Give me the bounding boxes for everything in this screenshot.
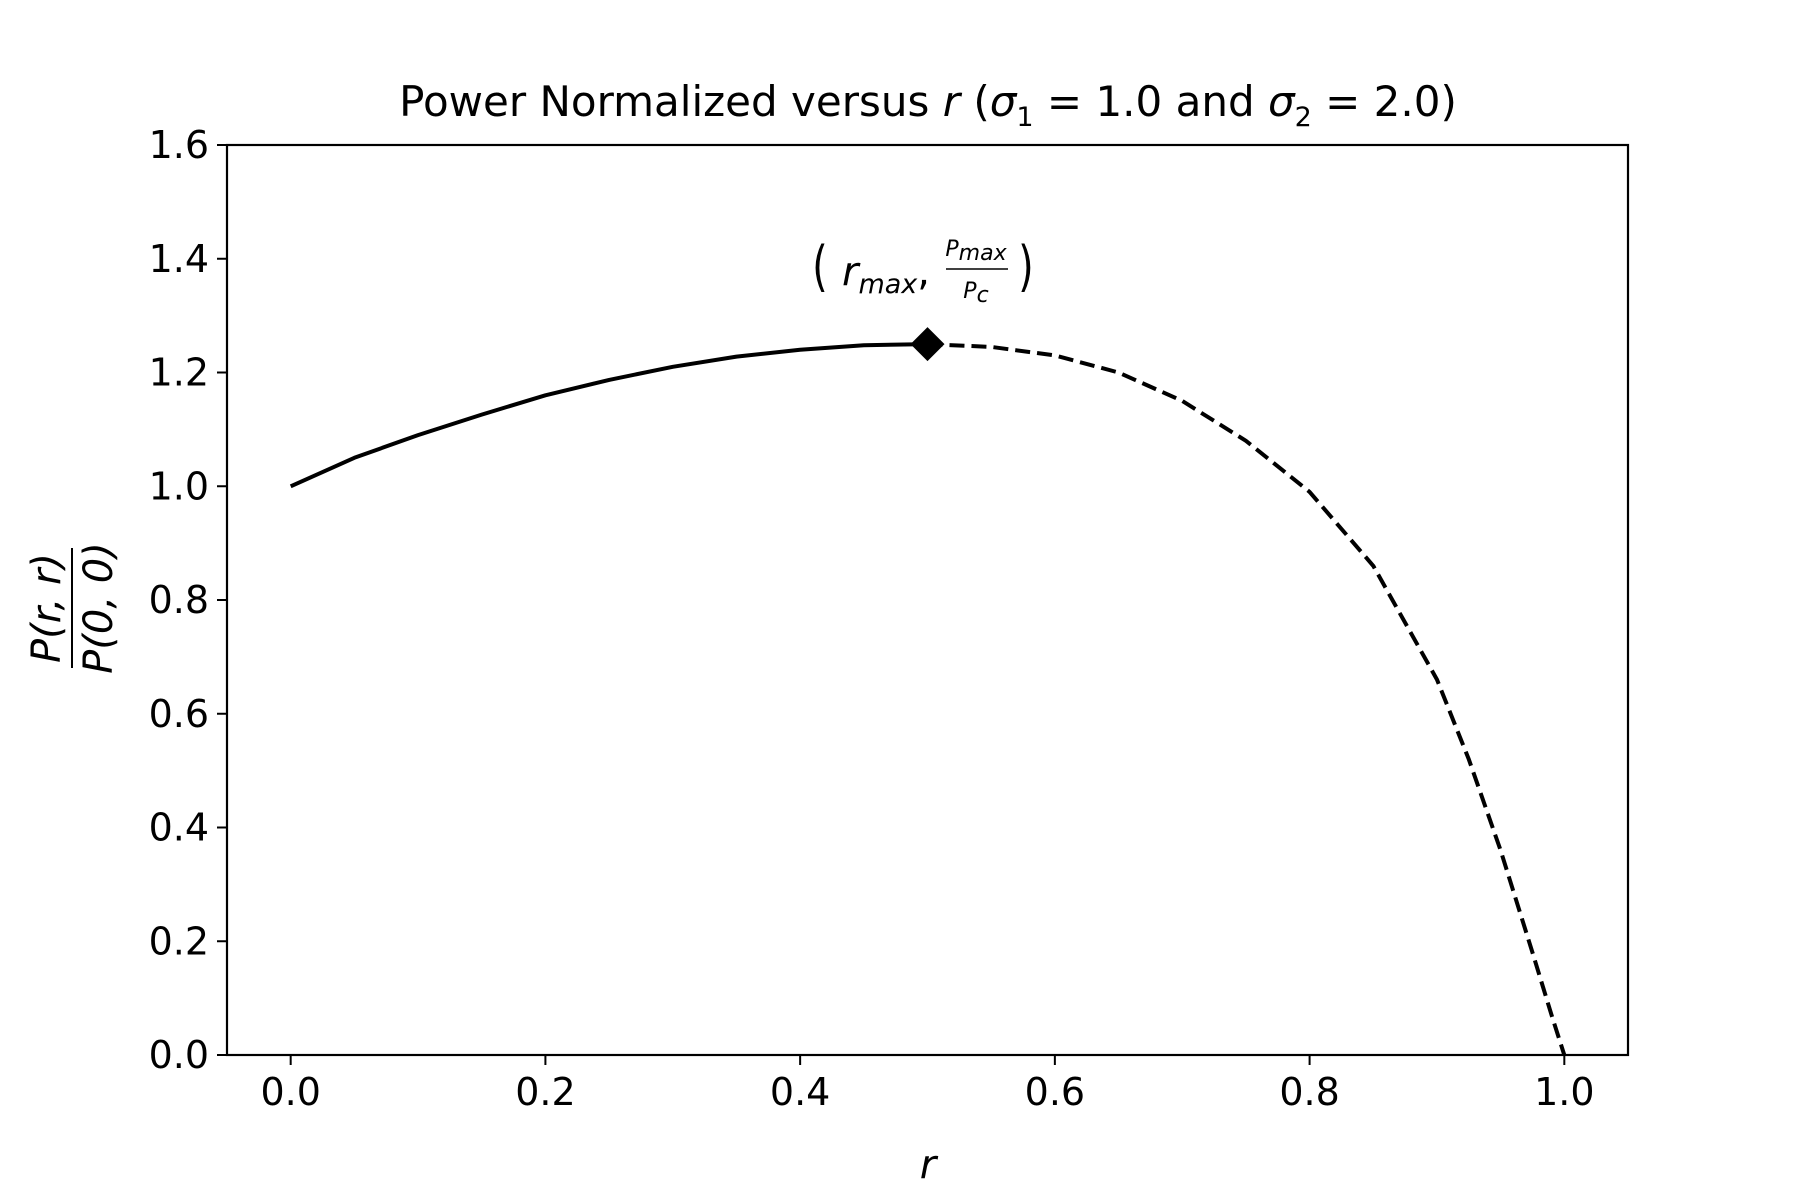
marker-layer <box>910 327 945 362</box>
y-tick-label: 0.8 <box>149 578 209 622</box>
x-tick-label: 0.6 <box>1025 1070 1085 1114</box>
y-tick-label: 1.6 <box>149 123 209 167</box>
y-tick-label: 0.2 <box>149 919 209 963</box>
annotation-r-max: rmax, <box>842 249 930 300</box>
y-tick-label: 1.2 <box>149 351 209 395</box>
solid-series-line <box>289 342 928 489</box>
y-axis-label-denominator: P(0, 0) <box>76 542 122 674</box>
y-axis-label-numerator: P(r, r) <box>24 553 70 663</box>
x-tick-label: 0.2 <box>515 1070 575 1114</box>
x-tick-label: 0.0 <box>260 1070 320 1114</box>
y-tick-label: 0.6 <box>149 692 209 736</box>
x-axis-label: r <box>920 1142 939 1188</box>
annotation-right-paren: ) <box>1018 236 1034 299</box>
y-tick-label: 1.0 <box>149 464 209 508</box>
annotation-fraction-numerator: Pmax <box>945 237 1007 266</box>
y-tick-label: 0.0 <box>149 1033 209 1077</box>
y-tick-label: 1.4 <box>149 237 209 281</box>
axis-ticks: 0.0 0.2 0.4 0.6 0.8 1.0 0.0 0.2 0.4 0.6 0.8 1.0 1.2 1… <box>149 123 1595 1114</box>
y-tick-label: 0.4 <box>149 806 209 850</box>
dashed-series-line <box>927 342 1567 1056</box>
max-point-annotation: ( rmax, Pmax Pc ) <box>812 236 1034 308</box>
annotation-fraction-denominator: Pc <box>963 279 988 308</box>
x-tick-label: 0.4 <box>770 1070 830 1114</box>
x-tick-label: 1.0 <box>1534 1070 1594 1114</box>
chart-title: Power Normalized versus r (σ1 = 1.0 and … <box>399 77 1457 133</box>
plot-frame <box>225 143 1630 1057</box>
data-series <box>289 342 1567 1056</box>
y-axis-label: P(r, r) P(0, 0) <box>24 542 122 674</box>
x-tick-label: 0.8 <box>1279 1070 1339 1114</box>
max-point-marker <box>910 327 945 362</box>
annotation-left-paren: ( <box>812 236 828 299</box>
